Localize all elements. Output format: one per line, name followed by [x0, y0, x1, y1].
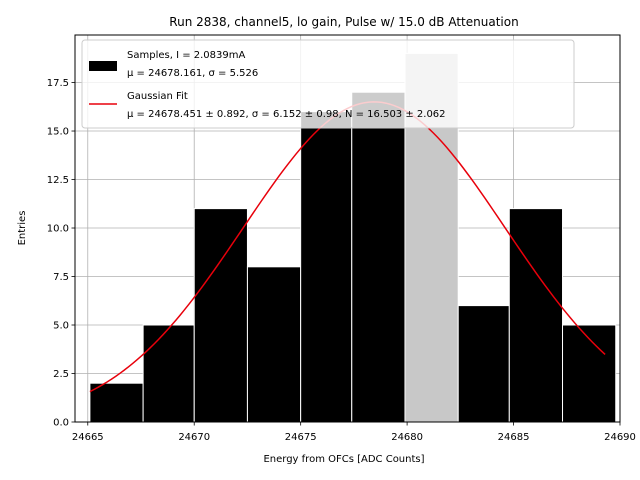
y-axis-label: Entries [17, 211, 28, 246]
y-tick-label: 5.0 [53, 321, 69, 332]
plot-frame [74, 34, 621, 423]
histogram-bar [508, 208, 564, 423]
x-tick-label: 24685 [498, 432, 530, 443]
legend: Samples, I = 2.0839mA μ = 24678.161, σ =… [81, 39, 575, 129]
histogram-bar [246, 266, 302, 423]
legend-samples-stats: μ = 24678.161, σ = 5.526 [127, 68, 258, 79]
chart-title: Run 2838, channel5, lo gain, Pulse w/ 15… [169, 15, 518, 29]
legend-box [81, 39, 575, 129]
legend-fit-label: Gaussian Fit [127, 91, 188, 102]
y-ticks: 0.0 2.5 5.0 7.5 10.0 12.5 15.0 17.5 [47, 78, 75, 429]
histogram-bar [300, 111, 353, 423]
histogram-bar [457, 305, 510, 423]
legend-samples-label: Samples, I = 2.0839mA [127, 50, 245, 61]
legend-samples-swatch [89, 61, 117, 71]
x-ticks: 24665 24670 24675 24680 24685 24690 [72, 422, 636, 443]
histogram-bar [351, 91, 406, 423]
x-tick-label: 24665 [72, 432, 104, 443]
histogram-bar [142, 324, 195, 423]
y-tick-label: 7.5 [53, 272, 69, 283]
legend-fit-stats: μ = 24678.451 ± 0.892, σ = 6.152 ± 0.98,… [127, 109, 446, 120]
y-tick-label: 2.5 [53, 369, 69, 380]
histogram-bar [89, 382, 144, 423]
x-tick-label: 24690 [604, 432, 636, 443]
y-tick-label: 17.5 [47, 78, 69, 89]
x-tick-label: 24680 [391, 432, 423, 443]
histogram-bar [193, 208, 248, 423]
x-axis-label: Energy from OFCs [ADC Counts] [263, 454, 424, 465]
y-tick-label: 15.0 [47, 127, 69, 138]
y-tick-label: 0.0 [53, 418, 69, 429]
y-tick-label: 12.5 [47, 175, 69, 186]
y-tick-label: 10.0 [47, 224, 69, 235]
x-tick-label: 24675 [285, 432, 317, 443]
histogram-bar [562, 324, 617, 423]
x-tick-label: 24670 [178, 432, 210, 443]
